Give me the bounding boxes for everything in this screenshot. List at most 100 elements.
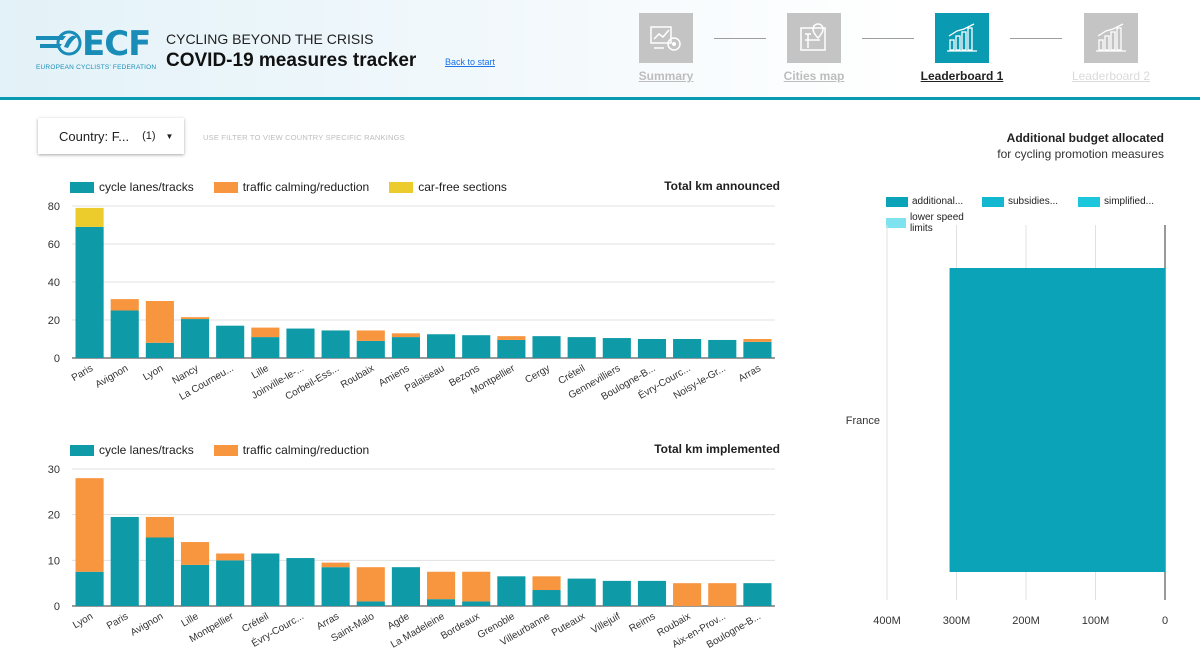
legend-item[interactable]: cycle lanes/tracks — [70, 443, 194, 457]
bar-segment[interactable] — [216, 553, 245, 561]
chart-implemented-legend: cycle lanes/tracks traffic calming/reduc… — [70, 443, 389, 457]
bar-segment[interactable] — [462, 571, 491, 602]
bar-segment[interactable] — [356, 340, 385, 358]
x-tick-label: Cergy — [523, 363, 552, 386]
y-tick-label: 0 — [54, 353, 60, 365]
bar-segment[interactable] — [145, 516, 174, 538]
bar-segment[interactable] — [145, 537, 174, 607]
bar-chart-icon — [1084, 13, 1138, 63]
bar-segment[interactable] — [497, 336, 526, 340]
bar-segment[interactable] — [637, 580, 667, 606]
nav-step-leaderboard-2[interactable]: Leaderboard 2 — [1056, 13, 1166, 83]
page-header: ECF EUROPEAN CYCLISTS' FEDERATION CYCLIN… — [0, 0, 1200, 100]
legend-item[interactable]: car-free sections — [389, 180, 507, 194]
bar-segment[interactable] — [145, 301, 174, 343]
bar-segment[interactable] — [462, 601, 491, 606]
bar-segment[interactable] — [110, 516, 139, 606]
bar-segment[interactable] — [321, 330, 350, 358]
legend-label: simplified... — [1104, 196, 1155, 207]
legend-swatch — [389, 181, 414, 193]
nav-step-cities-map[interactable]: Cities map — [759, 13, 869, 83]
bar-segment[interactable] — [497, 576, 526, 606]
bar-segment[interactable] — [321, 567, 350, 606]
bar-segment[interactable] — [673, 339, 702, 358]
ecf-logo[interactable]: ECF EUROPEAN CYCLISTS' FEDERATION — [36, 24, 156, 76]
x-tick-label: Reims — [627, 611, 657, 635]
bar-segment[interactable] — [462, 335, 491, 358]
x-tick-label: Arras — [737, 363, 763, 384]
bar-segment[interactable] — [708, 339, 737, 358]
budget-chart-title-block: Additional budget allocated for cycling … — [997, 131, 1164, 161]
bar-segment[interactable] — [743, 341, 772, 358]
bar-segment[interactable] — [180, 542, 210, 565]
x-tick-label: Lyon — [71, 611, 95, 631]
bar-segment[interactable] — [321, 562, 350, 568]
bar-segment[interactable] — [567, 578, 596, 606]
legend-label: additional... — [912, 196, 964, 207]
y-tick-label: 30 — [48, 464, 60, 476]
bar-segment[interactable] — [532, 336, 561, 358]
bar-segment[interactable] — [251, 337, 280, 358]
country-filter-dropdown[interactable]: Country: F... (1) ▼ — [38, 118, 184, 154]
nav-label-leaderboard-1: Leaderboard 1 — [920, 69, 1004, 83]
bar-segment[interactable] — [286, 558, 315, 606]
legend-item[interactable]: additional... — [886, 196, 982, 207]
bar-chart-icon — [935, 13, 989, 63]
bar-segment[interactable] — [427, 334, 456, 358]
legend-swatch — [70, 181, 94, 193]
bar-segment[interactable] — [673, 583, 702, 606]
bar-segment[interactable] — [216, 325, 245, 358]
bar-segment[interactable] — [75, 226, 104, 358]
logo-subtitle: EUROPEAN CYCLISTS' FEDERATION — [36, 64, 157, 71]
bar-segment[interactable] — [532, 576, 561, 591]
legend-item[interactable]: subsidies... — [982, 196, 1078, 207]
bar-segment[interactable] — [75, 207, 104, 227]
budget-bar[interactable] — [949, 268, 1165, 572]
legend-item[interactable]: traffic calming/reduction — [213, 443, 369, 457]
bar-segment[interactable] — [145, 342, 174, 358]
nav-step-summary[interactable]: Summary — [611, 13, 721, 83]
bar-segment[interactable] — [602, 338, 631, 358]
bar-segment[interactable] — [75, 478, 104, 572]
bar-segment[interactable] — [497, 339, 526, 358]
legend-item[interactable]: lower speed limits — [886, 212, 982, 234]
bar-segment[interactable] — [286, 328, 315, 358]
bar-segment[interactable] — [567, 337, 596, 358]
bar-segment[interactable] — [251, 553, 280, 606]
bar-segment[interactable] — [356, 601, 385, 606]
bar-segment[interactable] — [251, 327, 280, 338]
bar-segment[interactable] — [180, 564, 210, 606]
x-tick-label: Lille — [250, 363, 271, 382]
legend-item[interactable]: simplified... — [1078, 196, 1174, 207]
bar-segment[interactable] — [602, 580, 631, 606]
chart-budget: 400M 300M 200M 100M 0 France — [846, 225, 1168, 627]
legend-item[interactable]: cycle lanes/tracks — [70, 180, 194, 194]
nav-step-leaderboard-1[interactable]: Leaderboard 1 — [907, 13, 1017, 83]
bar-segment[interactable] — [391, 567, 420, 606]
bar-segment[interactable] — [110, 299, 139, 311]
bar-segment[interactable] — [356, 567, 385, 602]
bar-segment[interactable] — [532, 590, 561, 606]
back-to-start-link[interactable]: Back to start — [445, 57, 496, 67]
bar-segment[interactable] — [180, 317, 210, 320]
chart-implemented-title: Total km implemented — [654, 442, 780, 456]
bar-segment[interactable] — [110, 310, 139, 359]
bar-segment[interactable] — [216, 560, 245, 606]
logo-text: ECF — [82, 24, 151, 64]
bar-segment[interactable] — [427, 571, 456, 600]
bar-segment[interactable] — [180, 319, 210, 358]
bar-segment[interactable] — [356, 330, 385, 341]
y-category-label: France — [846, 415, 880, 427]
bar-segment[interactable] — [75, 571, 104, 606]
bar-segment[interactable] — [427, 599, 456, 606]
x-tick-label: 0 — [1162, 615, 1168, 627]
bar-segment[interactable] — [391, 333, 420, 338]
legend-item[interactable]: traffic calming/reduction — [213, 180, 369, 194]
x-tick-label: 300M — [943, 615, 971, 627]
bar-segment[interactable] — [743, 583, 772, 606]
bar-segment[interactable] — [391, 337, 420, 358]
bar-segment[interactable] — [743, 339, 772, 342]
bar-segment[interactable] — [637, 339, 667, 358]
bar-segment[interactable] — [708, 583, 737, 606]
